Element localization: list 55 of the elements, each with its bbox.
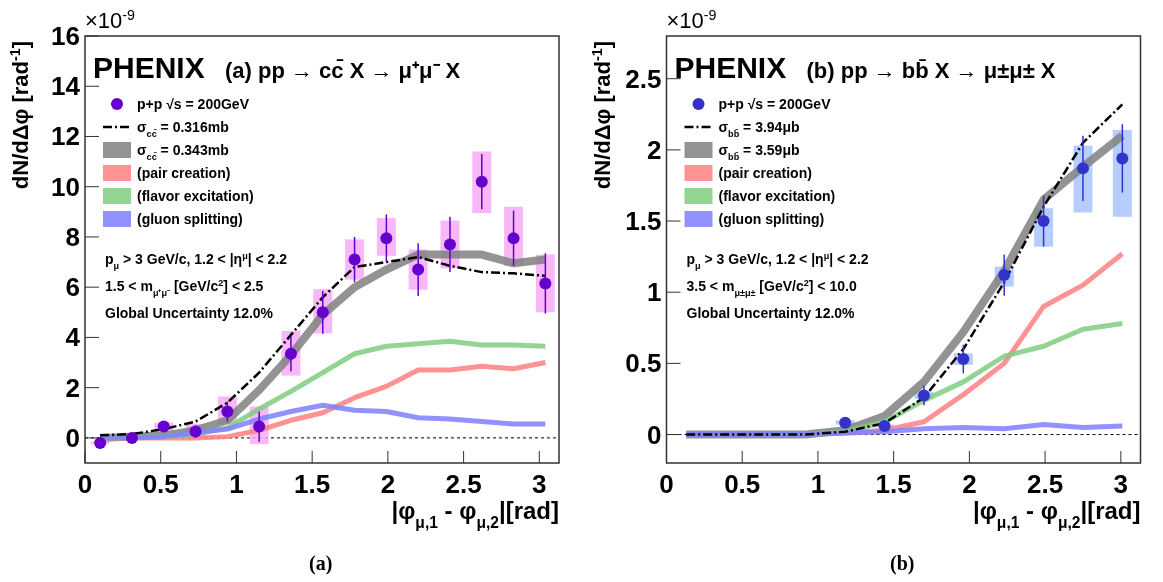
legend-label: σ$_{bb̄}$ = 3.94μb [718, 119, 800, 139]
legend-label: (gluon splitting) [718, 211, 825, 227]
x-tick-label: 1.5 [294, 469, 331, 499]
legend-label: (pair creation) [718, 165, 812, 181]
y-tick-label: 1.5 [625, 206, 662, 237]
text: ×10$^{-9}$ [666, 7, 717, 33]
annotation: 3.5 < m$_{μ±μ±}$ [GeV/c$^{2}$] < 10.0 [686, 278, 857, 298]
y-tick-label: 4 [65, 322, 81, 353]
x-tick-label: 2 [962, 469, 977, 499]
legend-label: σ$_{cc̄}$ = 0.316mb [137, 119, 229, 139]
legend-label: p+p √s = 200GeV [137, 96, 250, 112]
y-tick-label: 2.5 [625, 63, 662, 94]
x-tick-label: 1.5 [875, 469, 912, 499]
x-tick-label: 2.5 [1027, 469, 1064, 499]
y-tick-label: 16 [51, 21, 80, 51]
legend-label: (flavor excitation) [718, 188, 836, 204]
legend-label: (pair creation) [137, 165, 231, 181]
x-axis-title: |φ$_{μ,1}$ - φ$_{μ,2}$|[rad] [972, 497, 1141, 531]
y-tick-label: 12 [51, 121, 80, 152]
text: (a) pp → cc̄ X → μ⁺μ⁻ X [225, 58, 461, 83]
text: ×10$^{-9}$ [85, 7, 136, 33]
y-tick-label: 10 [51, 171, 80, 202]
legend-label: σ$_{bb̄}$ = 3.59μb [718, 142, 800, 162]
legend-label: p+p √s = 200GeV [718, 96, 832, 112]
x-axis-title: |φ$_{μ,1}$ - φ$_{μ,2}$|[rad] [391, 497, 559, 531]
x-tick-label: 1 [229, 469, 244, 499]
x-tick-label: 0.5 [142, 469, 179, 499]
annotation: Global Uncertainty 12.0% [105, 305, 274, 321]
annotation: Global Uncertainty 12.0% [686, 305, 856, 321]
x-tick-label: 0.5 [724, 469, 761, 499]
y-tick-label: 6 [65, 272, 80, 303]
annotation: 1.5 < m$_{μ⁺μ⁻}$ [GeV/c$^{2}$] < 2.5 [105, 278, 264, 298]
text: PHENIX [674, 51, 787, 84]
y-tick-label: 0.5 [625, 348, 662, 379]
annotation: p$_{μ}$ > 3 GeV/c, 1.2 < |η$^{μ}$| < 2.2 [686, 251, 869, 271]
text: (b) [890, 552, 915, 575]
y-tick-label: 8 [65, 221, 80, 252]
text: (b) pp → bb̄ X → μ±μ± X [806, 58, 1056, 83]
x-tick-label: 1 [810, 469, 826, 499]
legend-label: σ$_{cc̄}$ = 0.343mb [137, 142, 229, 162]
x-tick-label: 3 [1113, 469, 1129, 499]
y-tick-label: 1 [647, 277, 662, 308]
annotation: p$_{μ}$ > 3 GeV/c, 1.2 < |η$^{μ}$| < 2.2 [105, 251, 288, 271]
y-tick-label: 14 [51, 71, 81, 102]
legend-label: (gluon splitting) [137, 211, 243, 227]
y-tick-label: 0 [647, 419, 662, 450]
text: (a) [309, 552, 333, 575]
x-tick-label: 3 [532, 469, 547, 499]
y-tick-label: 2 [647, 134, 662, 165]
x-tick-label: 2.5 [445, 469, 482, 499]
x-tick-label: 2 [380, 469, 396, 499]
legend-label: (flavor excitation) [137, 188, 254, 204]
y-tick-label: 2 [65, 372, 80, 403]
text: PHENIX [93, 51, 205, 84]
y-tick-label: 0 [65, 422, 80, 453]
